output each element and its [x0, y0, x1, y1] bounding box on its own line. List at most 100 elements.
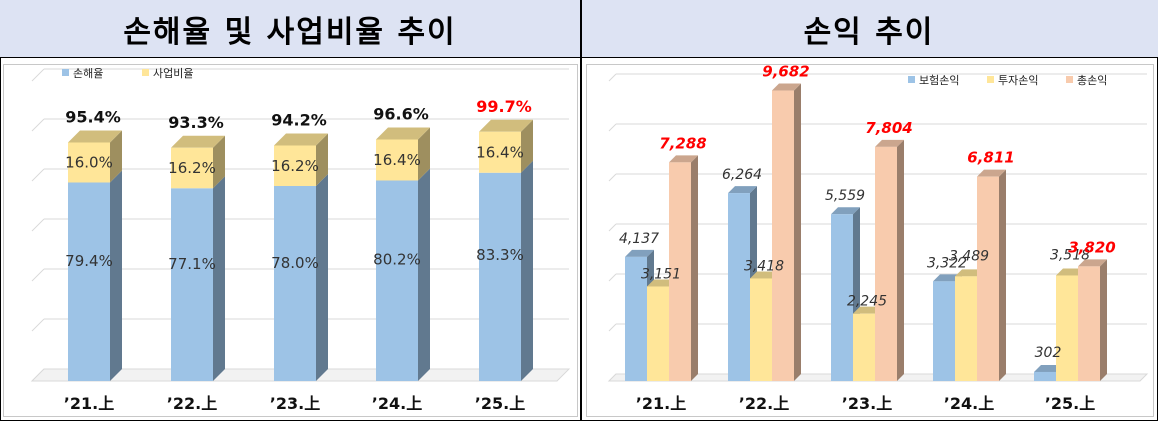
profit-chart: 보험손익 투자손익 총손익 4,137 3,151 7,288 ’21.上 6,264 3,41… [607, 65, 1149, 413]
legend-swatch-0 [908, 76, 915, 83]
legend-label-1: 투자손익 [998, 74, 1038, 87]
bar-total-profit [772, 90, 794, 381]
profit-chart-panel: 보험손익 투자손익 총손익 4,137 3,151 7,288 ’21.上 6,264 3,41… [586, 64, 1154, 417]
x-tick-label: ’25.上 [475, 394, 525, 413]
bar-expense-ratio-top [274, 133, 328, 146]
gridline-side [608, 123, 617, 132]
label-loss-ratio: 79.4% [65, 252, 113, 270]
bar-expense-ratio-top [68, 130, 122, 143]
bar-expense-ratio-side [316, 133, 328, 186]
label-total-ratio: 94.2% [271, 111, 327, 130]
bar-insurance-profit [831, 214, 853, 381]
gridline-side [608, 173, 617, 182]
bar-investment-profit-top [955, 269, 984, 277]
bar-investment-profit-top [853, 306, 882, 314]
bar-expense-ratio [376, 139, 418, 181]
bar-investment-profit-top [1056, 268, 1085, 276]
bar-loss-ratio [274, 186, 316, 381]
bar-loss-ratio [171, 188, 213, 381]
bar-insurance-profit-top [933, 274, 962, 282]
gridline-side [31, 168, 45, 182]
legend-label-1: 사업비율 [153, 67, 193, 80]
bar-total-profit-side [1100, 259, 1107, 381]
x-tick-label: ’23.上 [842, 394, 892, 413]
label-insurance-profit: 4,137 [619, 231, 659, 247]
bar-investment-profit-top [647, 279, 676, 287]
bar-insurance-profit [625, 256, 647, 381]
label-total-profit: 9,682 [762, 65, 809, 81]
bar-expense-ratio-side [418, 127, 430, 181]
bar-insurance-profit [728, 193, 750, 381]
ratio-chart-panel: 손해율 사업비율 79.4% 16.0% 95.4% ’21.上 77.1% 16.2% 93.… [3, 64, 578, 417]
x-tick-label: ’21.上 [64, 394, 114, 413]
x-tick-label: ’21.上 [636, 394, 686, 413]
bar-expense-ratio-top [171, 135, 225, 148]
gridline-side [31, 268, 45, 282]
bar-loss-ratio-side [418, 168, 430, 381]
gridline-side [31, 218, 45, 232]
bar-investment-profit-top [750, 271, 779, 279]
x-tick-label: ’22.上 [167, 394, 217, 413]
bar-loss-ratio [68, 182, 110, 381]
bar-total-profit-top [977, 169, 1006, 177]
gridline-side [608, 273, 617, 282]
bar-loss-ratio [376, 180, 418, 381]
ratio-chart: 손해율 사업비율 79.4% 16.0% 95.4% ’21.上 77.1% 16.2% 93.… [30, 66, 571, 413]
bar-total-profit-side [999, 169, 1006, 381]
bar-total-profit-top [875, 139, 904, 147]
panel-divider [580, 0, 582, 421]
label-insurance-profit: 5,559 [825, 188, 865, 204]
bar-total-profit [977, 176, 999, 381]
bar-insurance-profit-top [831, 207, 860, 215]
label-loss-ratio: 78.0% [271, 254, 319, 272]
label-expense-ratio: 16.2% [168, 159, 216, 177]
label-investment-profit: 3,518 [1050, 247, 1090, 263]
bar-total-profit [875, 146, 897, 381]
bar-total-profit-side [897, 139, 904, 381]
legend-label-2: 총손익 [1077, 74, 1107, 87]
label-total-profit: 7,288 [659, 134, 706, 152]
bar-insurance-profit [1034, 371, 1056, 381]
label-insurance-profit: 3,322 [927, 255, 967, 271]
bar-investment-profit [853, 313, 875, 381]
bar-total-profit-top [772, 83, 801, 91]
label-insurance-profit: 6,264 [722, 167, 762, 183]
legend-swatch-1 [142, 69, 149, 76]
bar-expense-ratio-top [376, 127, 430, 140]
x-tick-label: ’22.上 [739, 394, 789, 413]
bar-total-profit-top [1078, 259, 1107, 267]
bar-investment-profit [750, 278, 772, 381]
bar-expense-ratio [274, 145, 316, 186]
label-total-ratio: 93.3% [168, 113, 224, 132]
bar-total-profit [1078, 266, 1100, 381]
gridline-side [31, 68, 45, 82]
label-total-profit: 7,804 [865, 119, 912, 137]
gridline-side [31, 318, 45, 332]
left-panel-title: 손해율 및 사업비율 추이 [0, 0, 580, 58]
label-total-ratio: 99.7% [476, 97, 532, 116]
label-total-ratio: 95.4% [65, 108, 121, 127]
bar-total-profit [669, 162, 691, 381]
bar-loss-ratio-side [213, 176, 225, 381]
bar-total-profit-side [794, 83, 801, 381]
x-tick-label: ’24.上 [372, 394, 422, 413]
label-loss-ratio: 80.2% [373, 251, 421, 269]
bar-investment-profit [1056, 275, 1078, 381]
label-loss-ratio: 83.3% [476, 246, 524, 264]
bar-loss-ratio-side [110, 170, 122, 381]
bar-expense-ratio [479, 131, 521, 173]
bar-expense-ratio-top [479, 119, 533, 132]
gridline-side [31, 118, 45, 132]
label-insurance-profit: 302 [1035, 345, 1062, 361]
bar-loss-ratio [479, 172, 521, 381]
label-investment-profit: 2,245 [847, 294, 887, 310]
label-expense-ratio: 16.4% [476, 143, 524, 161]
legend-label-0: 손해율 [73, 66, 103, 80]
label-investment-profit: 3,489 [949, 248, 989, 264]
right-panel-title: 손익 추이 [580, 0, 1158, 58]
bar-expense-ratio [171, 147, 213, 189]
legend-swatch-0 [62, 69, 69, 76]
bar-investment-profit [955, 276, 977, 381]
legend-label-0: 보험손익 [919, 74, 959, 87]
bar-investment-profit [647, 286, 669, 381]
